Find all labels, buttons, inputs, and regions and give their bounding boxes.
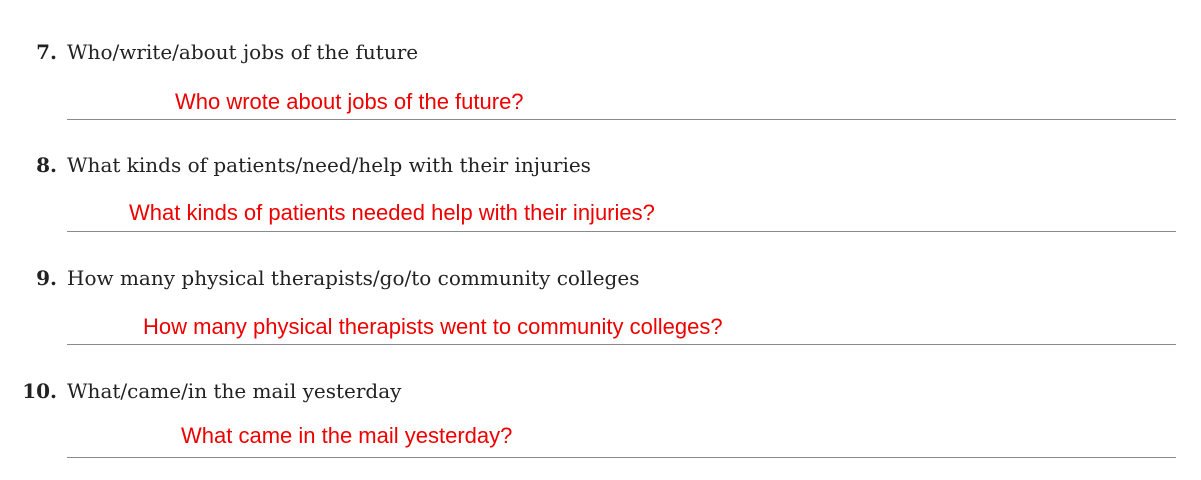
question-prompt: How many physical therapists/go/to commu… <box>67 266 640 290</box>
answer-text: What came in the mail yesterday? <box>181 423 513 448</box>
answer-text: Who wrote about jobs of the future? <box>175 89 524 114</box>
answer-line <box>67 119 1176 120</box>
answer-line <box>67 457 1176 458</box>
question-prompt: What kinds of patients/need/help with th… <box>67 153 591 177</box>
answer-line <box>67 231 1176 232</box>
answer-text: What kinds of patients needed help with … <box>129 200 655 225</box>
question-number: 8. <box>36 153 57 177</box>
question-prompt: Who/write/about jobs of the future <box>67 40 419 64</box>
question-prompt: What/came/in the mail yesterday <box>67 379 402 403</box>
answer-line <box>67 344 1176 345</box>
answer-text: How many physical therapists went to com… <box>143 314 723 339</box>
question-number: 7. <box>36 40 57 64</box>
question-number: 10. <box>22 379 57 403</box>
question-number: 9. <box>36 266 57 290</box>
